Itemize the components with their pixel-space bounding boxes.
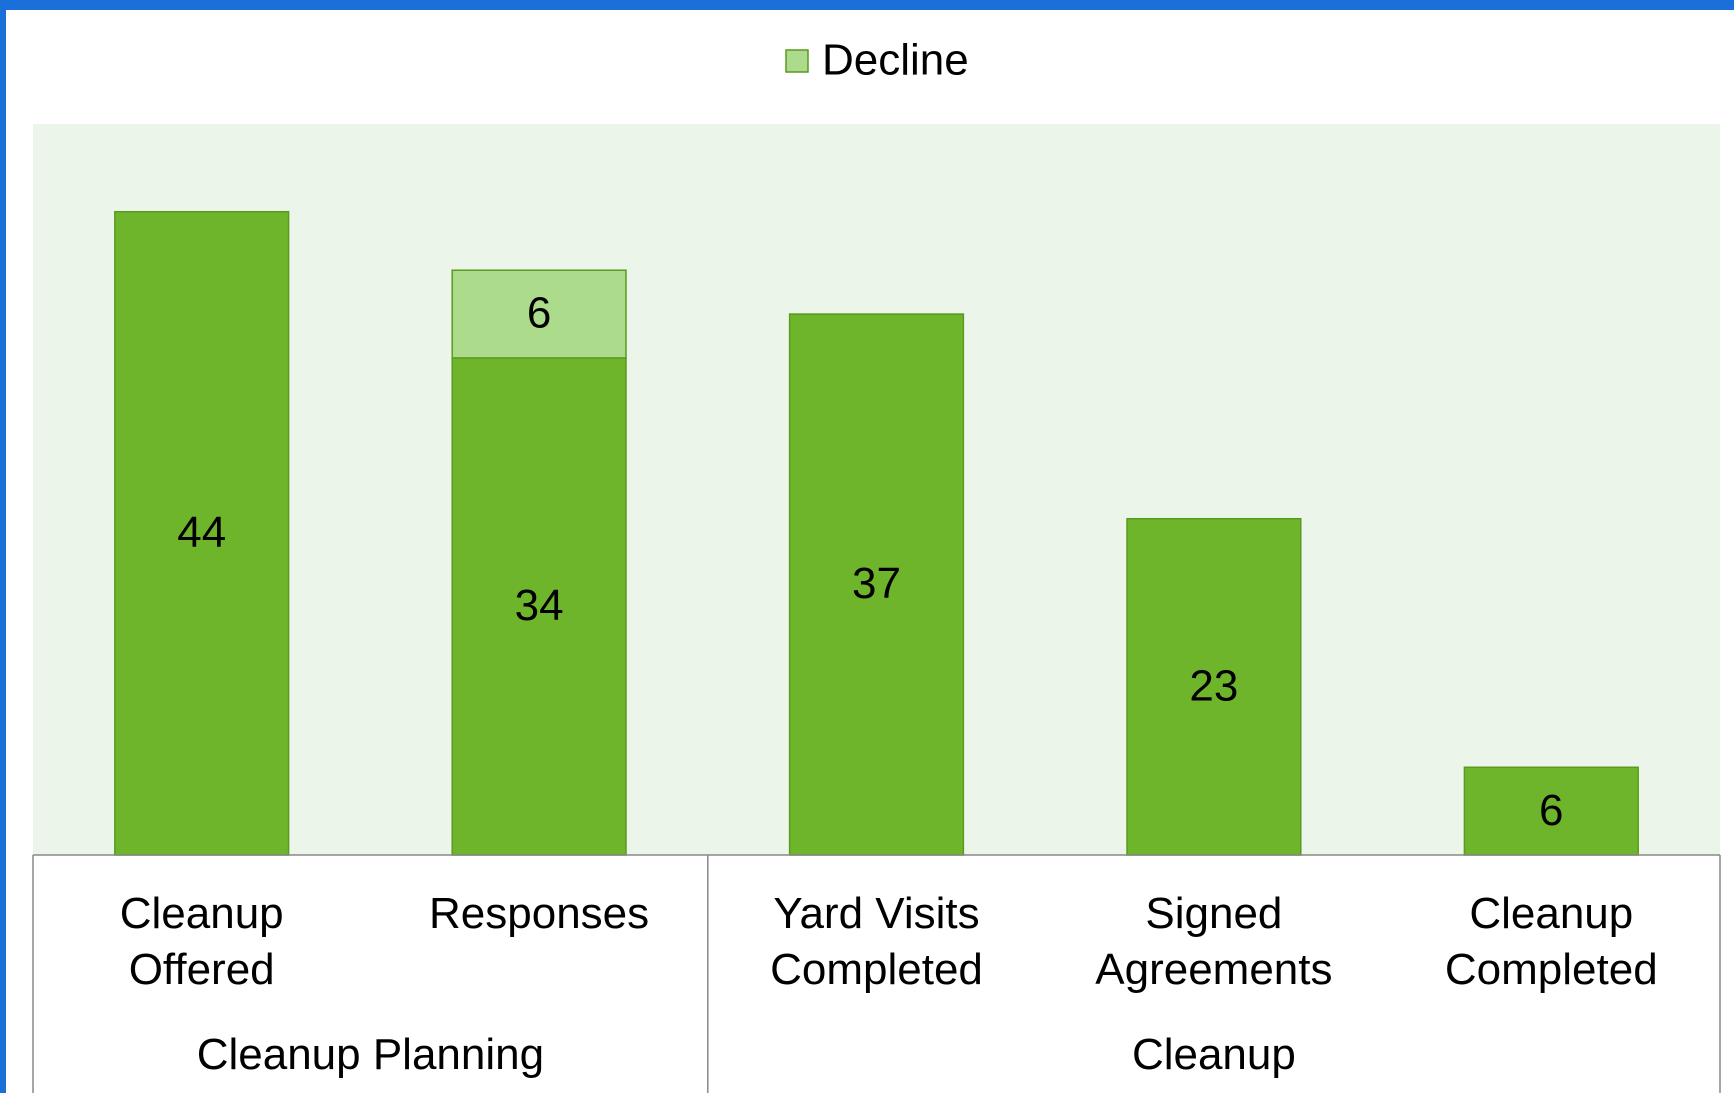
- x-tick-label: Yard Visits Completed: [770, 889, 983, 994]
- legend-swatch: [785, 49, 809, 73]
- data-label: 34: [515, 581, 564, 630]
- bar-segment: [788, 313, 965, 856]
- bar-segment: [114, 210, 290, 856]
- group-label: Cleanup: [1131, 1030, 1296, 1079]
- x-tick-label: Cleanup Completed: [1444, 889, 1658, 994]
- bar-segment: [1463, 766, 1639, 856]
- data-label: 6: [527, 289, 551, 338]
- data-label: 6: [1539, 786, 1563, 835]
- bar-segment: [1126, 517, 1302, 856]
- data-label: 23: [1189, 661, 1238, 710]
- x-tick-label: Signed Agreements: [1095, 889, 1333, 994]
- data-label: 44: [177, 508, 226, 557]
- x-tick-label: Cleanup Offered: [119, 889, 284, 994]
- data-label: 37: [852, 559, 901, 608]
- group-label: Cleanup Planning: [196, 1030, 545, 1079]
- bar-segment: [451, 357, 627, 856]
- bar-segment: [451, 269, 627, 359]
- legend-label: Decline: [822, 36, 969, 85]
- x-tick-label: Responses: [429, 889, 650, 938]
